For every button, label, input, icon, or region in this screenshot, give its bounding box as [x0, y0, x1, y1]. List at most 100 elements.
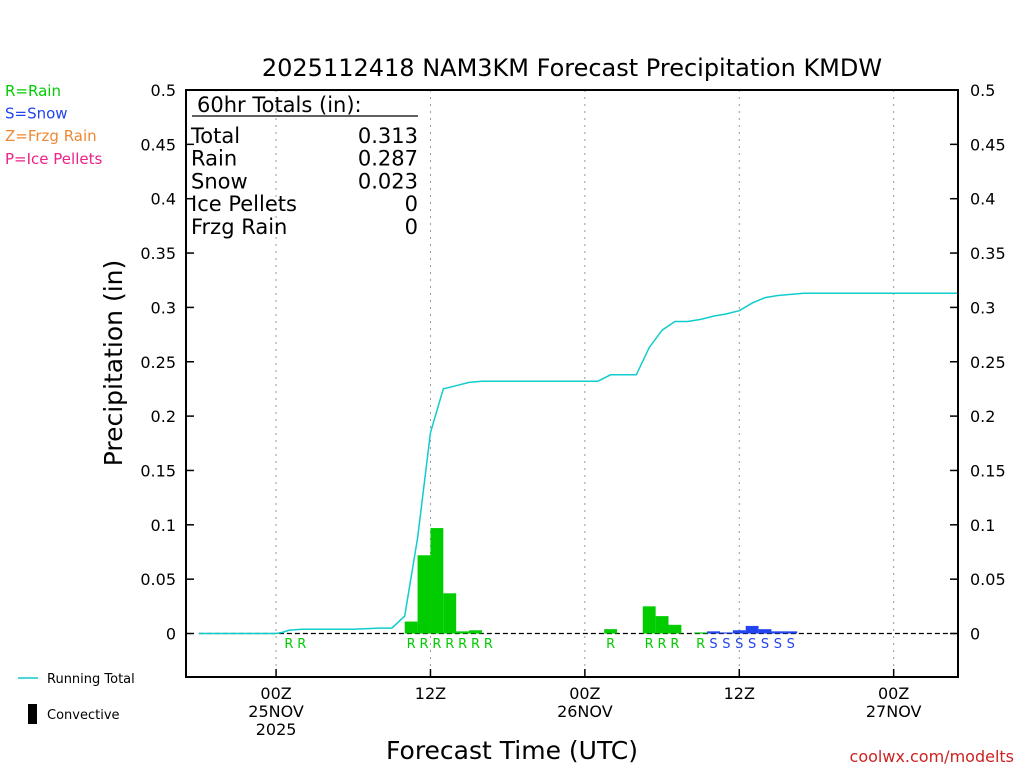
y-tick-label-right: 0.3: [970, 298, 995, 317]
precip-bar: [404, 621, 418, 634]
y-tick-label-right: 0.4: [970, 190, 995, 209]
y-tick-label-right: 0.45: [970, 135, 1006, 154]
precip-bar: [732, 630, 746, 634]
precip-type-marker: S: [709, 637, 717, 652]
x-tick-label: 00Z: [260, 684, 291, 703]
running-total-line: [198, 292, 958, 635]
precip-type-marker: S: [761, 637, 769, 652]
y-tick-label-right: 0: [970, 625, 980, 644]
x-tick-label: 12Z: [724, 684, 755, 703]
totals-value: 0.023: [358, 169, 418, 193]
precip-type-marker: S: [748, 637, 756, 652]
y-tick-label-right: 0.1: [970, 516, 995, 535]
y-tick-label-left: 0.35: [140, 244, 176, 263]
precip-bar: [784, 631, 798, 634]
precip-bar: [655, 616, 669, 634]
precip-type-marker: R: [407, 637, 416, 652]
totals-value: 0: [405, 215, 418, 239]
precip-bar: [443, 593, 457, 634]
precip-type-marker: R: [658, 637, 667, 652]
credit-text: coolwx.com/modelts: [850, 747, 1014, 766]
precip-type-marker: S: [787, 637, 795, 652]
y-tick-label-left: 0.5: [151, 81, 176, 100]
precip-type-marker: R: [606, 637, 615, 652]
series-legend: Running Total Convective: [18, 672, 135, 724]
precip-type-marker: R: [696, 637, 705, 652]
type-legend-entry: R=Rain: [5, 82, 61, 100]
precip-type-marker: R: [297, 637, 306, 652]
precip-bar: [745, 625, 759, 634]
totals-label: Total: [190, 124, 240, 148]
y-axis-left: 0 0.05 0.1 0.15 0.2 0.25 0.3 0.35 0.4 0.45 0.5: [140, 81, 194, 644]
precip-bar: [604, 629, 618, 634]
precip-type-marker: S: [722, 637, 730, 652]
running-total-group: [198, 292, 958, 635]
x-axis-label: Forecast Time (UTC): [386, 736, 638, 765]
precip-bar: [668, 624, 682, 634]
y-tick-label-left: 0.3: [151, 298, 176, 317]
precip-type-marker: R: [471, 637, 480, 652]
precip-bar: [417, 555, 431, 634]
precip-bar: [707, 631, 720, 634]
precip-type-marker: R: [445, 637, 454, 652]
precip-type-marker: R: [670, 637, 679, 652]
precip-type-marker: R: [645, 637, 654, 652]
totals-value: 0.287: [358, 147, 418, 171]
x-tick-label: 2025: [256, 720, 297, 739]
series-legend-entry: Convective: [47, 708, 120, 723]
y-tick-label-right: 0.35: [970, 244, 1006, 263]
precip-bar: [469, 630, 482, 634]
precip-bar: [456, 631, 470, 634]
x-tick-label: 27NOV: [866, 702, 922, 721]
precip-bar: [642, 606, 656, 634]
y-tick-label-left: 0.1: [151, 516, 176, 535]
precip-bar: [758, 629, 772, 634]
precip-type-marker: R: [284, 637, 293, 652]
precip-type-marker: R: [458, 637, 467, 652]
precip-bar: [719, 632, 733, 634]
x-tick-label: 25NOV: [248, 702, 304, 721]
y-tick-label-left: 0.4: [151, 190, 176, 209]
type-legend-entry: P=Ice Pellets: [5, 150, 102, 168]
precip-bar: [694, 632, 708, 634]
precip-type-marker: S: [735, 637, 743, 652]
precip-type-marker: R: [432, 637, 441, 652]
precip-bar: [771, 631, 785, 634]
type-legend-entry: S=Snow: [5, 105, 68, 123]
x-tick-label: 00Z: [878, 684, 909, 703]
y-tick-label-left: 0.05: [140, 570, 176, 589]
totals-box: 60hr Totals (in): Total 0.313 Rain 0.287 Snow…: [190, 93, 418, 239]
totals-header: 60hr Totals (in):: [197, 93, 362, 117]
totals-label: Rain: [191, 147, 237, 171]
y-tick-label-left: 0.25: [140, 353, 176, 372]
y-tick-label-right: 0.05: [970, 570, 1006, 589]
y-tick-label-left: 0.2: [151, 407, 176, 426]
precip-type-marker: R: [420, 637, 429, 652]
x-tick-label: 00Z: [569, 684, 600, 703]
totals-value: 0.313: [358, 124, 418, 148]
x-tick-label: 26NOV: [557, 702, 613, 721]
plot-frame: [185, 89, 959, 678]
totals-label: Ice Pellets: [191, 192, 297, 216]
legend-bar-swatch: [28, 704, 37, 724]
bar-group: [404, 528, 798, 634]
precip-bar: [430, 528, 444, 634]
type-legend-entry: Z=Frzg Rain: [5, 127, 97, 145]
y-tick-label-right: 0.25: [970, 353, 1006, 372]
chart-title: 2025112418 NAM3KM Forecast Precipitation…: [262, 54, 882, 82]
y-tick-label-left: 0.15: [140, 461, 176, 480]
y-tick-label-left: 0.45: [140, 135, 176, 154]
totals-label: Snow: [191, 169, 248, 193]
y-tick-label-right: 0.15: [970, 461, 1006, 480]
totals-label: Frzg Rain: [191, 215, 287, 239]
y-tick-label-right: 0.2: [970, 407, 995, 426]
y-axis-right: 0 0.05 0.1 0.15 0.2 0.25 0.3 0.35 0.4 0.45 0.5: [950, 81, 1006, 644]
totals-value: 0: [405, 192, 418, 216]
y-tick-label-left: 0: [166, 625, 176, 644]
precip-type-marker: R: [484, 637, 493, 652]
y-axis-label: Precipitation (in): [99, 260, 128, 467]
x-tick-label: 12Z: [415, 684, 446, 703]
